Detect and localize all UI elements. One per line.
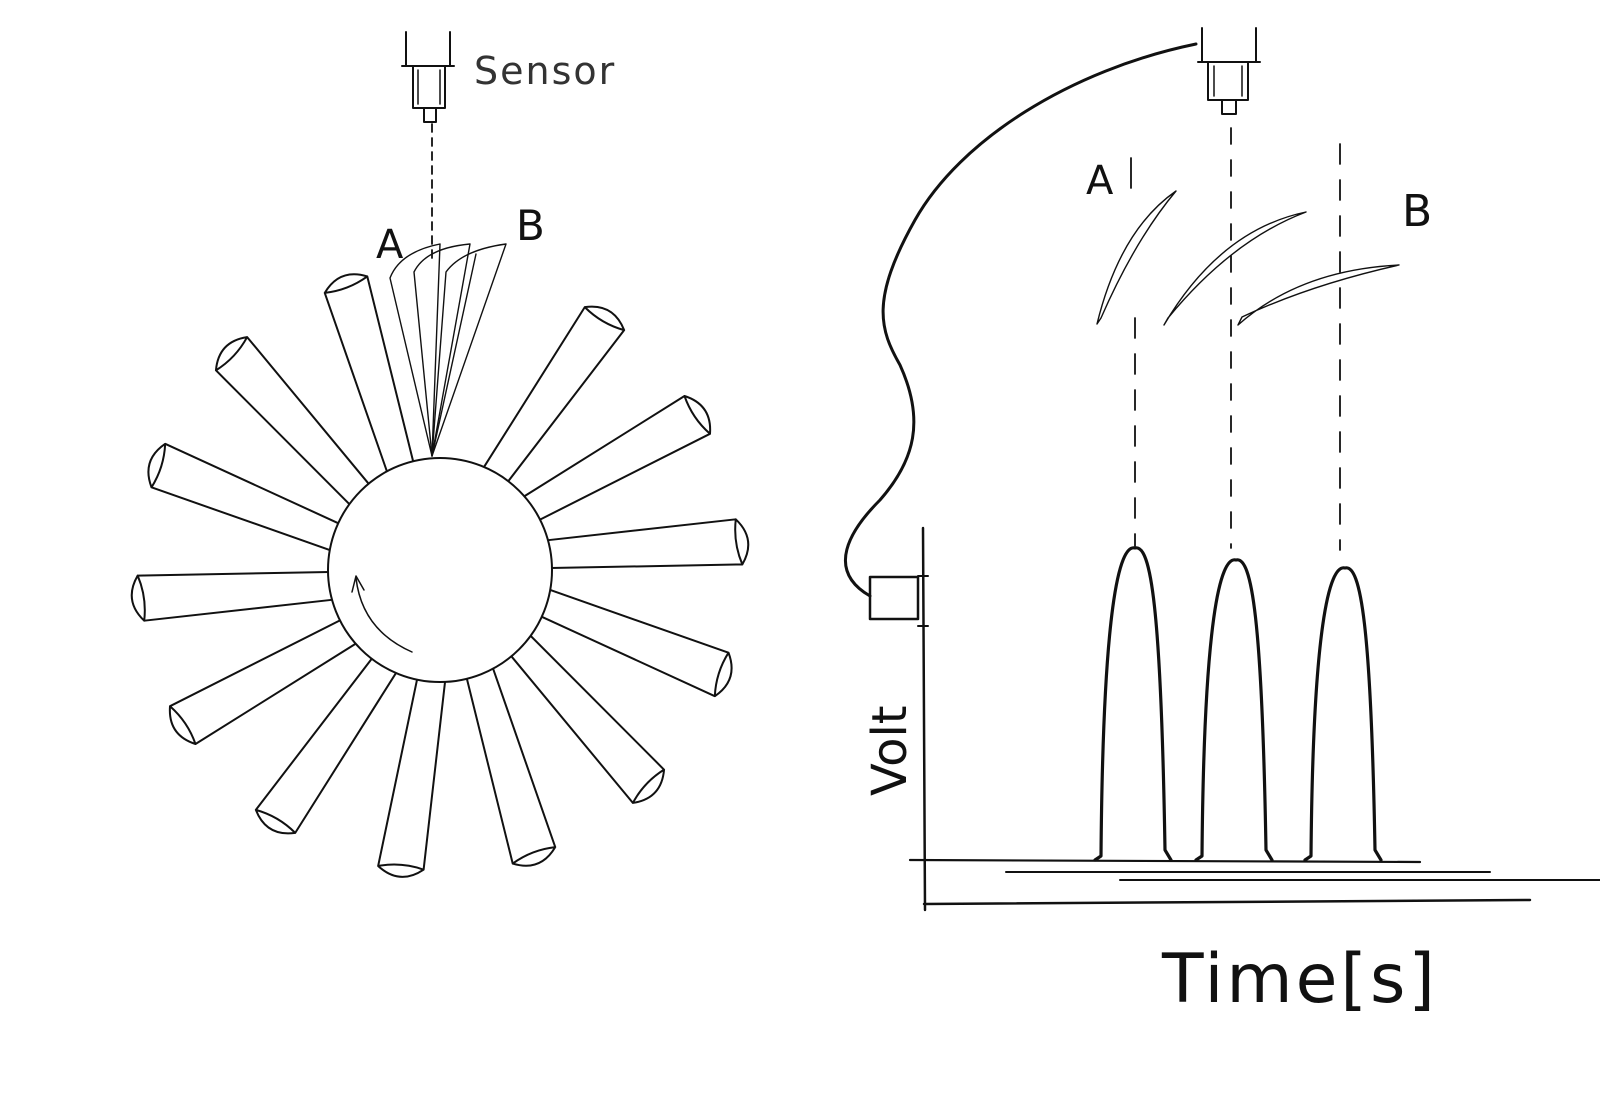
right-blade-label-a: A [1086,158,1114,204]
blade-profiles [1097,191,1399,325]
right-sensor [1198,28,1260,114]
cable-connector [870,577,918,619]
rotor-blade [547,519,748,568]
y-axis [923,528,925,910]
blade-profile-middle [1164,212,1306,325]
rotor-blade [511,635,664,803]
rotor-blade [256,658,397,833]
voltage-signal [1095,548,1381,860]
rotor-blade [523,396,710,520]
x-axis-label: Time[s] [1161,940,1438,1019]
left-blade-label-b: B [516,201,545,250]
blade-profile-a [1097,191,1176,324]
rotor-blade [132,572,333,621]
projection-lines [1135,128,1340,550]
x-axis [924,900,1530,904]
voltage-pulse [1196,560,1272,860]
right-sensor-tip [1222,100,1236,114]
left-sensor-tip [424,108,436,122]
y-axis-label: Volt [862,705,918,796]
left-sensor: Sensor [402,32,616,122]
blade-profile-b [1238,265,1399,325]
rotor-blade [467,668,556,866]
rotor-blade [378,679,445,877]
rotor-blade [170,620,357,744]
left-sensor-body [406,32,450,66]
plot-axes [910,528,1600,910]
voltage-pulse [1305,568,1381,860]
x-axis-upper [910,860,1420,862]
rotor-blade [483,307,624,482]
rotor-hub [328,458,552,682]
left-blade-label-a: A [376,222,404,268]
left-top-blade-cluster [390,244,506,456]
rotor-blade [216,337,369,505]
rotor-blade [325,274,414,472]
right-blade-label-b: B [1402,186,1432,237]
voltage-pulse [1095,548,1171,860]
rotor-blade [541,590,732,697]
sensor-label: Sensor [474,49,616,93]
right-sensor-body [1202,28,1256,62]
rotor-blade [148,444,339,551]
sensor-cable [845,44,1196,596]
